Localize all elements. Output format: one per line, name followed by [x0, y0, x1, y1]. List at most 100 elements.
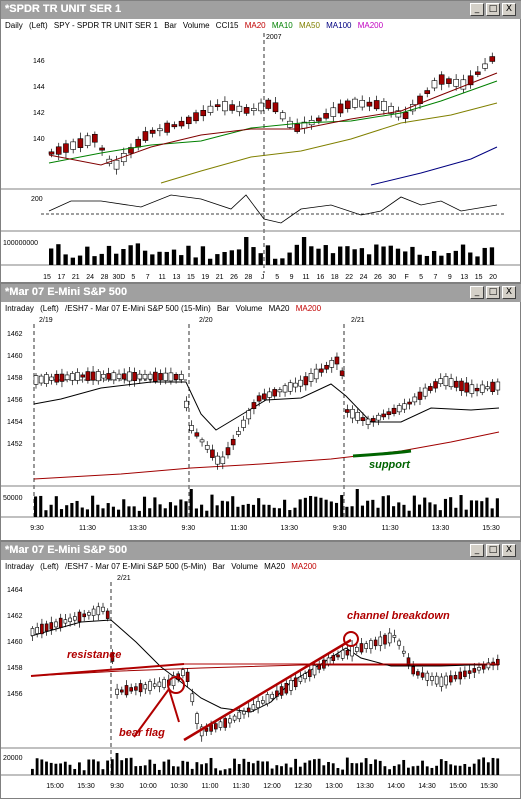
volume-bar [272, 507, 276, 517]
volume-bar [412, 495, 416, 517]
candle-body [101, 606, 105, 612]
volume-bar [403, 251, 408, 265]
candle-body [195, 713, 199, 724]
annotation-channel: channel breakdown [347, 610, 450, 622]
volume-bar [460, 244, 466, 265]
candle-body [91, 608, 96, 616]
candle-body [215, 455, 220, 465]
close-button[interactable]: X [502, 286, 516, 299]
legend-ma20: MA20 [244, 21, 266, 30]
candle-body [411, 666, 416, 675]
volume-bar [242, 758, 246, 775]
volume-bar [360, 762, 363, 775]
candle-body [106, 373, 111, 380]
candle-body [96, 606, 101, 616]
candle-body [189, 425, 194, 431]
volume-bar [106, 503, 110, 517]
candle-body [350, 645, 354, 657]
minimize-button[interactable]: _ [470, 286, 484, 299]
volume-bar [179, 255, 184, 265]
candle-body [171, 675, 176, 687]
candle-body [287, 382, 293, 392]
legend-ma200: MA200 [357, 21, 384, 30]
volume-bar [270, 768, 274, 775]
maximize-button[interactable]: □ [486, 3, 500, 16]
candle-body [392, 634, 397, 638]
volume-bar [167, 759, 171, 775]
candle-body [116, 373, 122, 379]
legend-side: (Left) [29, 21, 48, 30]
volume-bar [262, 504, 266, 517]
window-titlebar[interactable]: *Mar 07 E-Mini S&P 500 _ □ X [1, 284, 521, 302]
candle-body [129, 687, 133, 692]
candle-body [73, 616, 77, 621]
candle-body [157, 128, 163, 132]
candle-body [99, 147, 105, 151]
x-tick-label: 12:30 [294, 783, 312, 790]
candle-body [237, 711, 242, 720]
y-tick-label: 1458 [7, 665, 23, 672]
candle-body [345, 409, 350, 413]
minimize-button[interactable]: _ [470, 544, 484, 557]
close-button[interactable]: X [502, 544, 516, 557]
x-tick-label: 15:30 [480, 783, 498, 790]
x-tick-label: 13 [460, 274, 468, 281]
chart-legend: Daily (Left) SPY - SPDR TR UNIT SER 1 Ba… [5, 21, 387, 30]
candle-body [307, 669, 312, 677]
volume-bar [397, 764, 401, 775]
legend-ma100: MA100 [326, 21, 352, 30]
volume-bar [80, 507, 84, 517]
volume-bar [122, 499, 126, 517]
volume-bar [316, 248, 321, 265]
x-tick-label: 24 [86, 274, 94, 281]
volume-bar [219, 770, 222, 775]
candle-body [127, 371, 132, 382]
candle-body [282, 385, 288, 393]
chart-legend: Intraday (Left) /ESH7 - Mar 07 E-Mini S&… [5, 562, 321, 571]
close-button[interactable]: X [502, 3, 516, 16]
volume-bar [54, 496, 58, 517]
candle-body [265, 694, 270, 705]
candle-body [232, 715, 237, 721]
candle-body [495, 381, 501, 391]
candle-body [489, 56, 496, 62]
volume-bar [106, 760, 110, 775]
candle-body [469, 384, 475, 394]
channel-breakdown-circle [343, 631, 359, 647]
date-label-2: 2/20 [199, 317, 213, 324]
volume-bar [416, 765, 420, 775]
volume-bar [251, 247, 256, 265]
volume-bar [378, 760, 382, 775]
volume-bar [314, 496, 318, 517]
volume-bar [49, 248, 54, 265]
volume-bar [162, 761, 166, 775]
volume-bar [150, 254, 155, 265]
volume-bar [329, 501, 333, 517]
volume-bar [142, 250, 148, 265]
candle-body [453, 79, 459, 87]
x-tick-label: 9:30 [30, 525, 44, 532]
x-tick-label: 11:30 [230, 525, 247, 532]
maximize-button[interactable]: □ [486, 544, 500, 557]
candle-body [44, 623, 49, 632]
volume-bar [70, 502, 74, 517]
volume-bar [350, 763, 354, 775]
volume-tick: 20000 [3, 755, 23, 762]
date-label: 2/21 [117, 575, 131, 582]
window-titlebar[interactable]: *Mar 07 E-Mini S&P 500 _ □ X [1, 542, 521, 560]
window-titlebar[interactable]: *SPDR TR UNIT SER 1 _ □ X [1, 1, 521, 19]
x-tick-label: 11:30 [382, 525, 399, 532]
volume-bar [49, 504, 53, 517]
volume-bar [468, 252, 473, 265]
volume-bar [428, 502, 432, 517]
y-tick-label: 1460 [7, 639, 23, 646]
volume-bar [482, 757, 486, 775]
minimize-button[interactable]: _ [470, 3, 484, 16]
candle-body [340, 649, 345, 659]
candle-body [388, 105, 394, 114]
maximize-button[interactable]: □ [486, 286, 500, 299]
volume-tick: 100000000 [3, 240, 38, 247]
volume-bar [96, 761, 100, 775]
volume-bar [236, 249, 242, 265]
volume-bar [106, 245, 112, 265]
